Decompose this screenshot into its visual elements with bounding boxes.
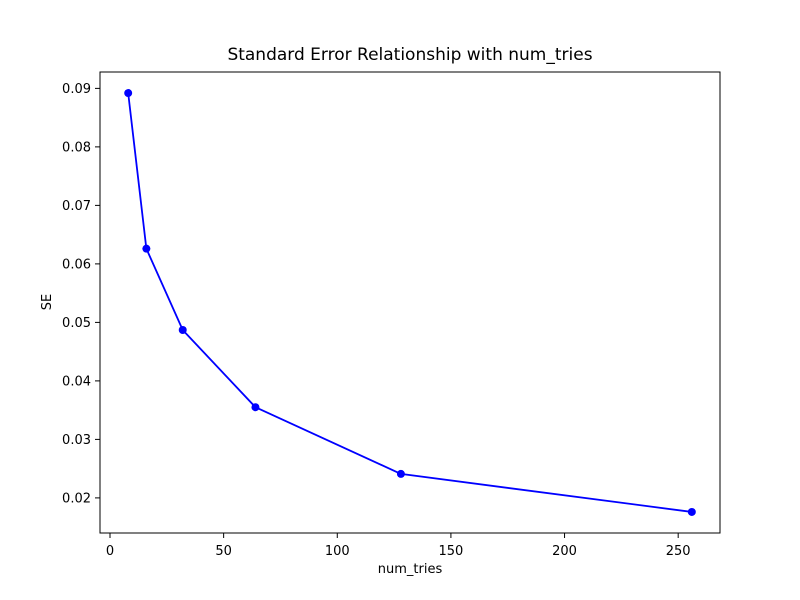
- x-tick-label: 150: [438, 544, 463, 559]
- data-point-marker: [124, 89, 133, 98]
- y-tick-label: 0.04: [62, 374, 91, 389]
- y-tick-label: 0.08: [62, 140, 91, 155]
- data-point-marker: [396, 469, 405, 478]
- x-tick-label: 0: [106, 544, 114, 559]
- y-tick-label: 0.03: [62, 433, 91, 448]
- data-point-marker: [142, 244, 151, 253]
- data-point-marker: [178, 325, 187, 334]
- plot-area: [99, 71, 721, 534]
- data-point-marker: [687, 507, 696, 516]
- x-tick-label: 200: [552, 544, 577, 559]
- y-tick-label: 0.07: [62, 199, 91, 214]
- y-tick-label: 0.09: [62, 82, 91, 97]
- data-point-marker: [251, 403, 260, 412]
- y-tick-label: 0.06: [62, 257, 91, 272]
- chart-title: Standard Error Relationship with num_tri…: [227, 45, 593, 65]
- y-tick-label: 0.05: [62, 316, 91, 331]
- x-tick-label: 50: [215, 544, 232, 559]
- x-tick-label: 250: [666, 544, 691, 559]
- y-tick-label: 0.02: [62, 491, 91, 506]
- x-axis-label: num_tries: [377, 562, 443, 577]
- y-axis-label: SE: [40, 293, 55, 311]
- series-line: [127, 92, 693, 513]
- x-tick-label: 100: [325, 544, 350, 559]
